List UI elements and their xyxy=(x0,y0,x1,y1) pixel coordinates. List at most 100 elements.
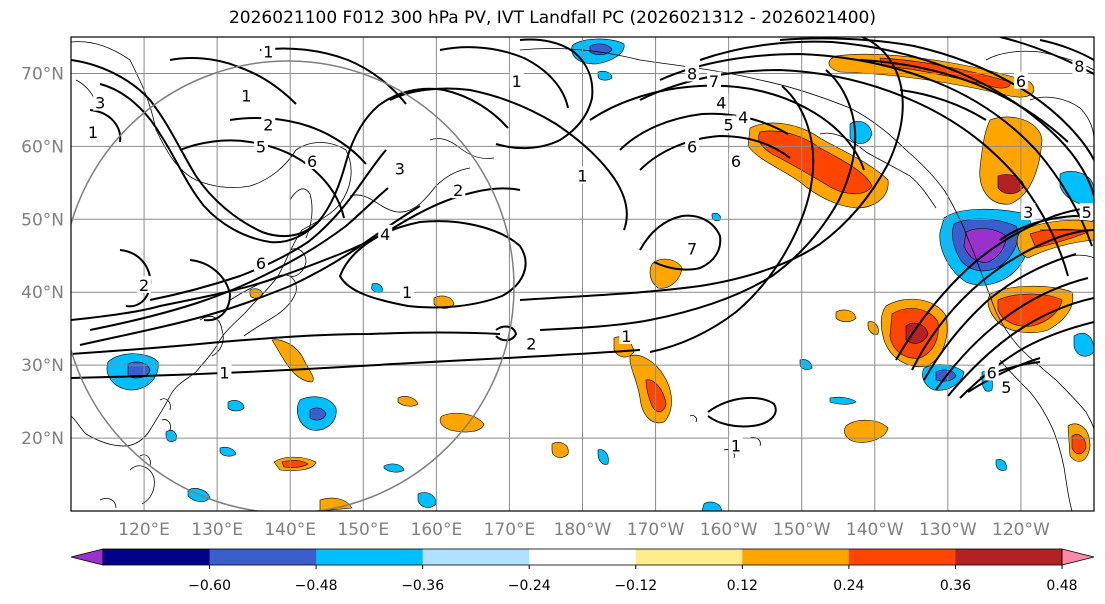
contour-label-bg xyxy=(400,283,415,301)
contour-label: 2 xyxy=(263,116,273,135)
colorbar-tick-label: −0.48 xyxy=(295,578,338,594)
contour-label: 2 xyxy=(139,276,149,295)
contour-label-bg xyxy=(253,137,268,155)
longitude-tick-label: 170°E xyxy=(484,520,536,540)
colorbar-segment xyxy=(209,549,317,565)
contour-label: 6 xyxy=(687,137,697,156)
latitude-tick-label: 30°N xyxy=(21,356,64,376)
contour-label-bg xyxy=(1079,203,1094,221)
contour-label-bg xyxy=(999,378,1014,396)
contour-label-bg xyxy=(261,115,276,133)
contour-label-bg xyxy=(137,275,152,293)
longitude-labels: 120°E 130°E 140°E 150°E 160°E 170°E 180°W 170°W… xyxy=(118,520,1050,540)
longitude-tick-label: 130°E xyxy=(191,520,243,540)
contour-label-bg xyxy=(378,224,393,242)
longitude-tick-label: 170°W xyxy=(627,520,685,540)
contour-label-bg xyxy=(305,151,320,169)
longitude-tick-label: 120°E xyxy=(118,520,170,540)
contour-label: 8 xyxy=(687,64,697,83)
colorbar-segment xyxy=(422,549,530,565)
contour-label: 6 xyxy=(731,152,741,171)
contour-label: 1 xyxy=(88,123,98,142)
contour-label: 1 xyxy=(512,72,522,91)
contour-label-bg xyxy=(619,326,634,344)
contour-label-bg xyxy=(736,108,751,126)
figure-title: 2026021100 F012 300 hPa PV, IVT Landfall… xyxy=(228,8,876,28)
colorbar-outline xyxy=(102,548,1063,566)
contour-label: 1 xyxy=(241,86,251,105)
contour-label-bg xyxy=(714,93,729,111)
longitude-tick-label: 150°W xyxy=(773,520,831,540)
contour-label: 4 xyxy=(380,225,390,244)
latitude-tick-label: 20°N xyxy=(21,429,64,449)
longitude-tick-label: 180°W xyxy=(554,520,612,540)
contour-label-bg xyxy=(1072,57,1087,75)
contour-label-bg xyxy=(984,363,999,381)
longitude-tick-label: 140°W xyxy=(846,520,904,540)
contour-label-bg xyxy=(685,64,700,82)
map-frame xyxy=(70,36,1095,512)
contour-label: 5 xyxy=(1001,378,1011,397)
contour-label: 3 xyxy=(1023,203,1033,222)
contour-label-bg xyxy=(93,93,108,111)
contour-label-bg xyxy=(707,71,722,89)
contour-label: 6 xyxy=(1016,72,1026,91)
contour-label: 3 xyxy=(395,159,405,178)
latitude-labels: 70°N 60°N 50°N 40°N 30°N 20°N xyxy=(21,64,64,449)
contour-label-bg xyxy=(685,137,700,155)
colorbar-tick-label: 0.12 xyxy=(727,578,758,594)
longitude-tick-label: 160°W xyxy=(700,520,758,540)
contour-label-bg xyxy=(217,363,232,381)
contour-label-bg xyxy=(85,122,100,140)
contour-label: 6 xyxy=(256,254,266,273)
contour-label: 7 xyxy=(709,72,719,91)
contour-label-bg xyxy=(728,436,743,454)
contour-label: 1 xyxy=(402,283,412,302)
contour-label-bg xyxy=(261,42,276,60)
contour-label-bg xyxy=(575,166,590,184)
longitude-tick-label: 130°W xyxy=(919,520,977,540)
colorbar-extend-low xyxy=(70,548,104,566)
contour-label-bg xyxy=(1013,71,1028,89)
colorbar-segment xyxy=(316,549,424,565)
contour-label: 1 xyxy=(219,363,229,382)
contour-label: 6 xyxy=(987,363,997,382)
colorbar-tick-label: 0.24 xyxy=(833,578,864,594)
contour-label: 2 xyxy=(526,334,536,353)
colorbar-segment xyxy=(955,549,1063,565)
contour-label-bg xyxy=(685,239,700,257)
landfall-radius-circle xyxy=(71,60,515,511)
contour-label: 2 xyxy=(453,181,463,200)
contour-label: 1 xyxy=(621,327,631,346)
contour-label: 3 xyxy=(95,94,105,113)
longitude-tick-label: 120°W xyxy=(992,520,1050,540)
latitude-tick-label: 60°N xyxy=(21,137,64,157)
colorbar-tick-label: 0.48 xyxy=(1046,578,1077,594)
contour-label-bg xyxy=(451,181,466,199)
contour-label: 8 xyxy=(1074,57,1084,76)
contour-label-bg xyxy=(728,151,743,169)
longitude-tick-label: 160°E xyxy=(411,520,463,540)
colorbar-tick-label: −0.12 xyxy=(614,578,657,594)
latitude-tick-label: 50°N xyxy=(21,210,64,230)
contour-label-bg xyxy=(509,71,524,89)
colorbar: −0.60 −0.48 −0.36 −0.24 −0.12 0.12 0.24 0.36 0.4… xyxy=(70,548,1095,594)
longitude-tick-label: 140°E xyxy=(264,520,316,540)
contour-label: 1 xyxy=(731,436,741,455)
longitude-tick-label: 150°E xyxy=(337,520,389,540)
contour-label: 4 xyxy=(716,94,726,113)
contour-label-bg xyxy=(239,86,254,104)
contour-label-bg xyxy=(392,159,407,177)
latitude-tick-label: 40°N xyxy=(21,283,64,303)
latitude-tick-label: 70°N xyxy=(21,64,64,84)
contour-label: 6 xyxy=(307,152,317,171)
colorbar-extend-high xyxy=(1061,548,1095,566)
contour-label: 5 xyxy=(1082,203,1092,222)
contour-label: 4 xyxy=(738,108,748,127)
colorbar-segment xyxy=(529,549,637,565)
contour-label: 5 xyxy=(256,137,266,156)
colorbar-tick-label: 0.36 xyxy=(940,578,971,594)
